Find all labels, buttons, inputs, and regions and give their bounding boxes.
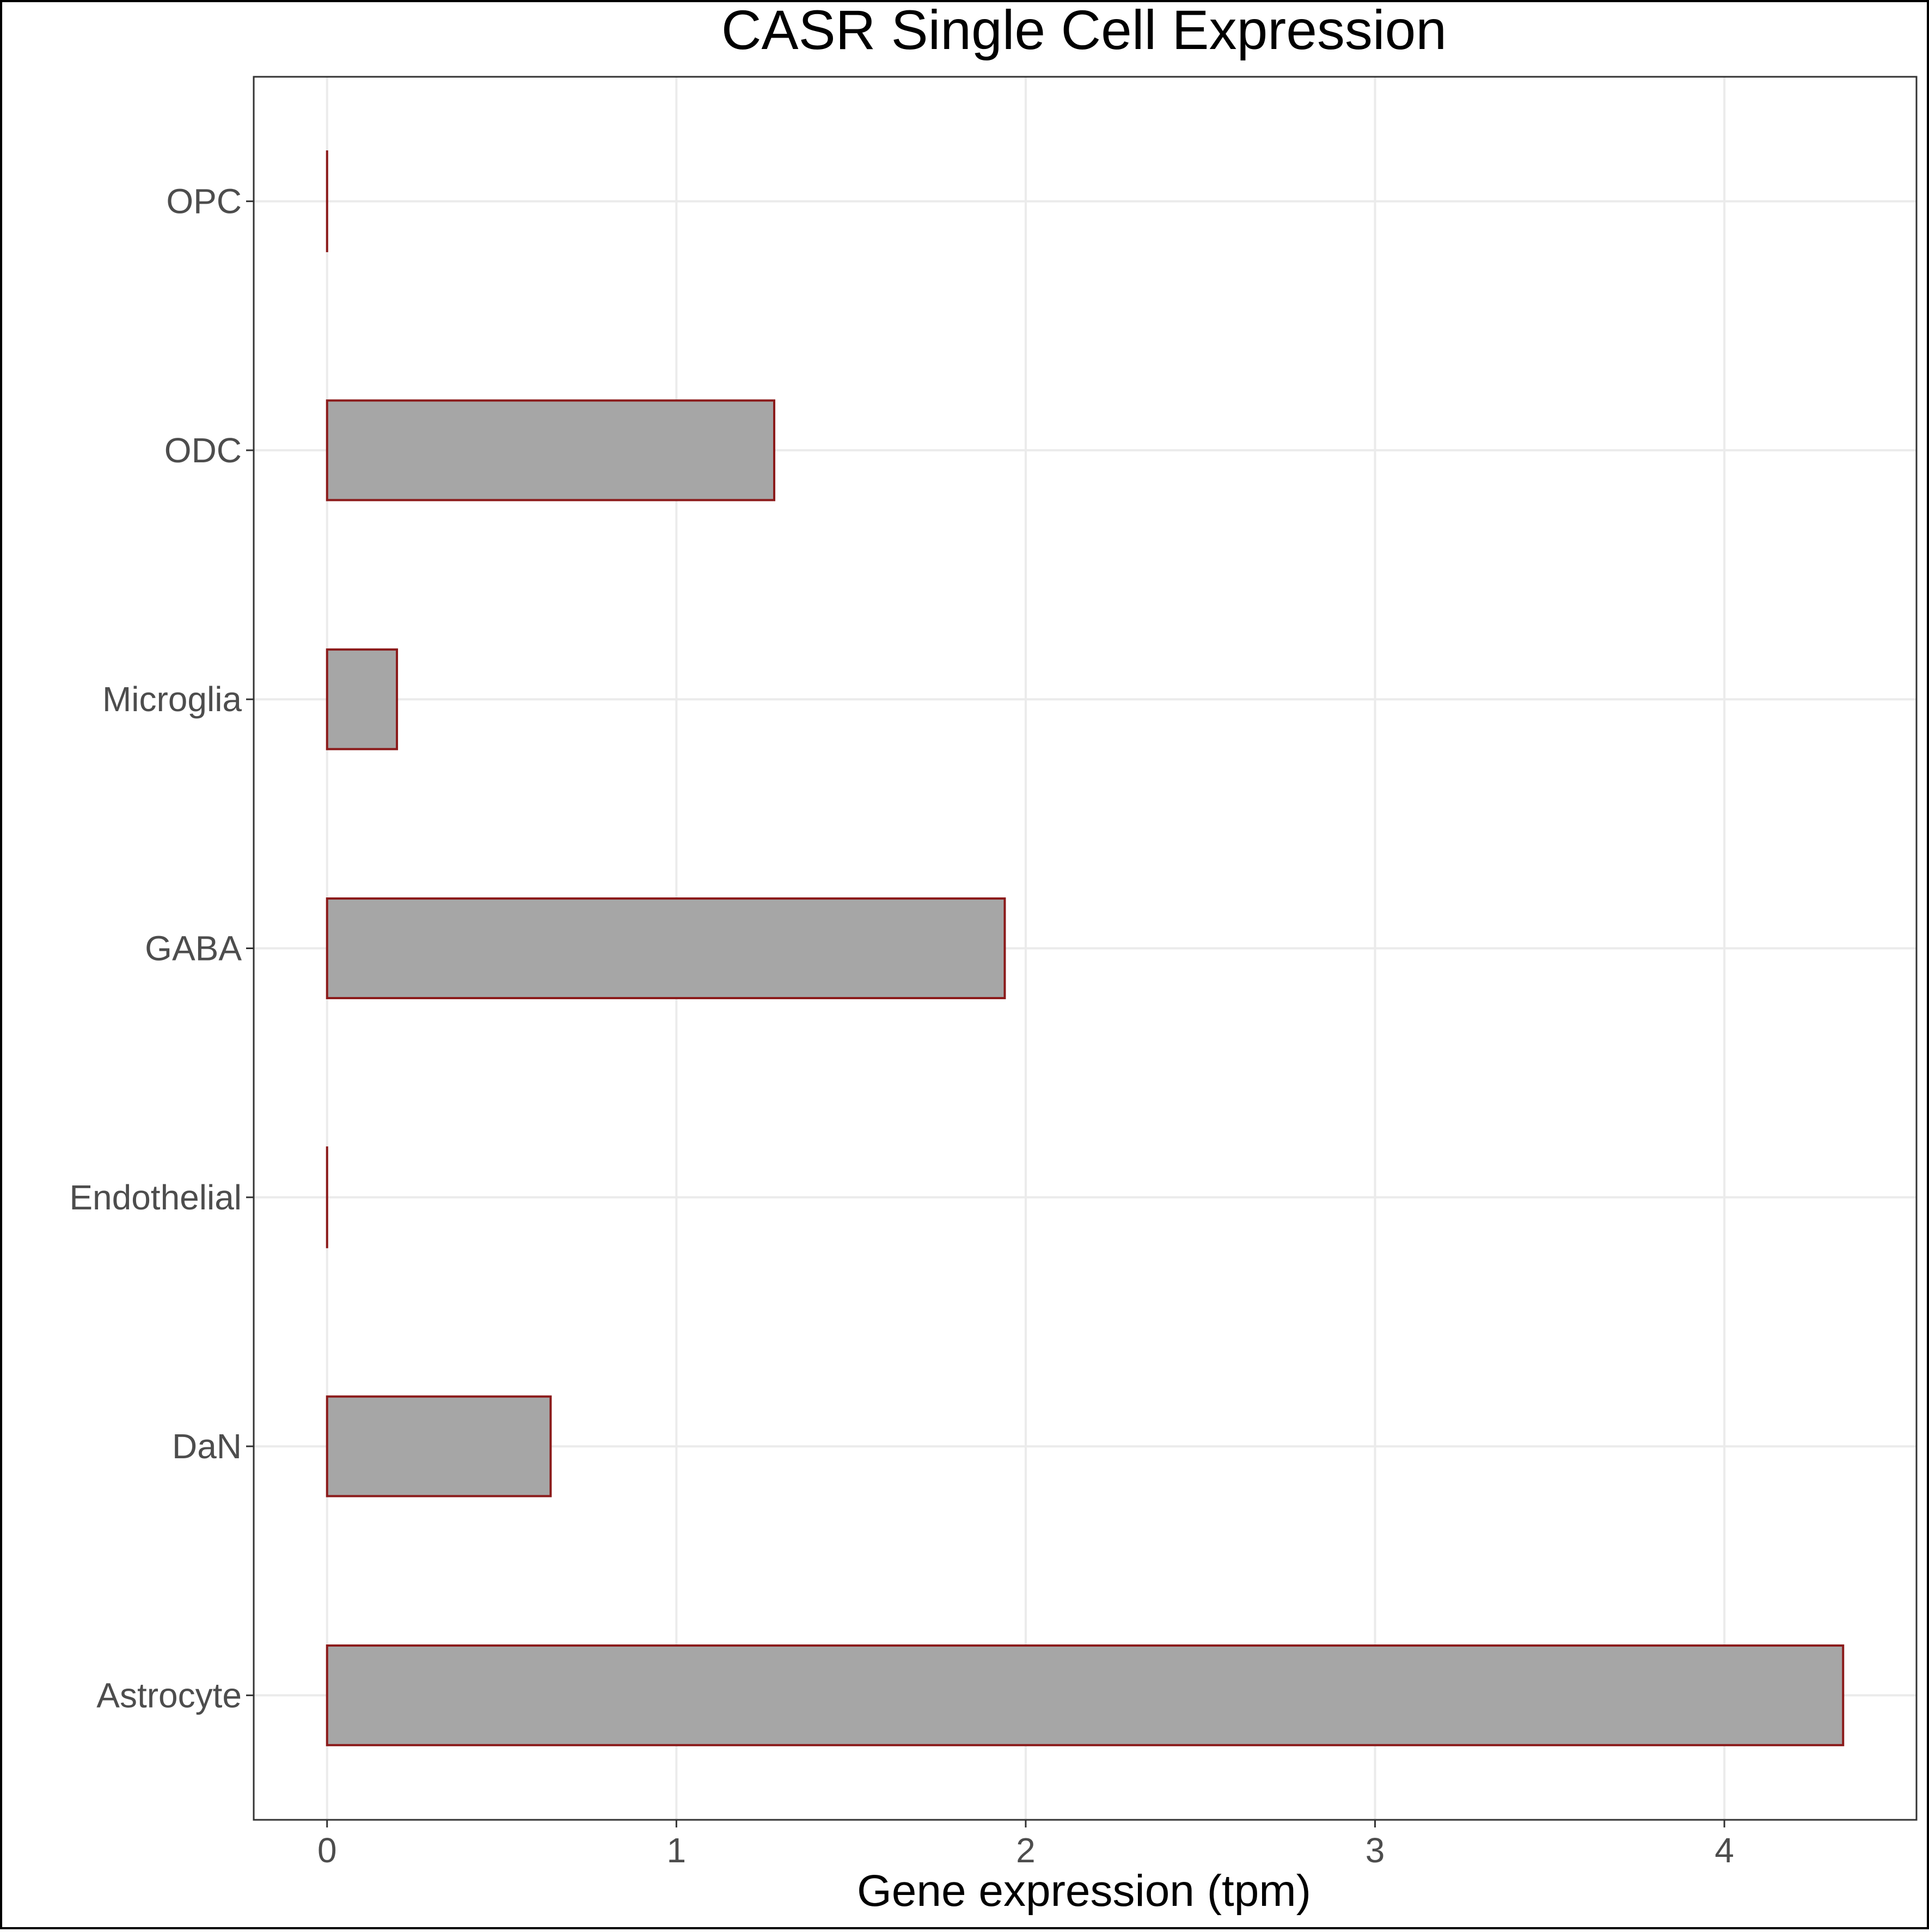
y-tick-label: ODC <box>164 431 242 470</box>
x-tick-label: 0 <box>317 1831 337 1870</box>
x-tick-label: 2 <box>1016 1831 1036 1870</box>
y-tick-label: Endothelial <box>69 1178 242 1217</box>
y-tick-label: Astrocyte <box>96 1676 242 1715</box>
y-tick-label: OPC <box>166 182 242 221</box>
bar-gaba <box>327 898 1005 998</box>
x-tick-label: 1 <box>667 1831 687 1870</box>
bar-microglia <box>327 650 397 749</box>
x-tick-label: 3 <box>1365 1831 1385 1870</box>
chart-title: CASR Single Cell Expression <box>721 0 1447 61</box>
bar-dan <box>327 1397 551 1496</box>
x-tick-label: 4 <box>1714 1831 1734 1870</box>
bar-astrocyte <box>327 1646 1844 1745</box>
bar-odc <box>327 400 774 500</box>
x-axis-label: Gene expression (tpm) <box>857 1866 1311 1916</box>
y-tick-label: GABA <box>145 929 242 968</box>
y-tick-label: DaN <box>172 1427 242 1466</box>
y-tick-label: Microglia <box>102 680 242 719</box>
